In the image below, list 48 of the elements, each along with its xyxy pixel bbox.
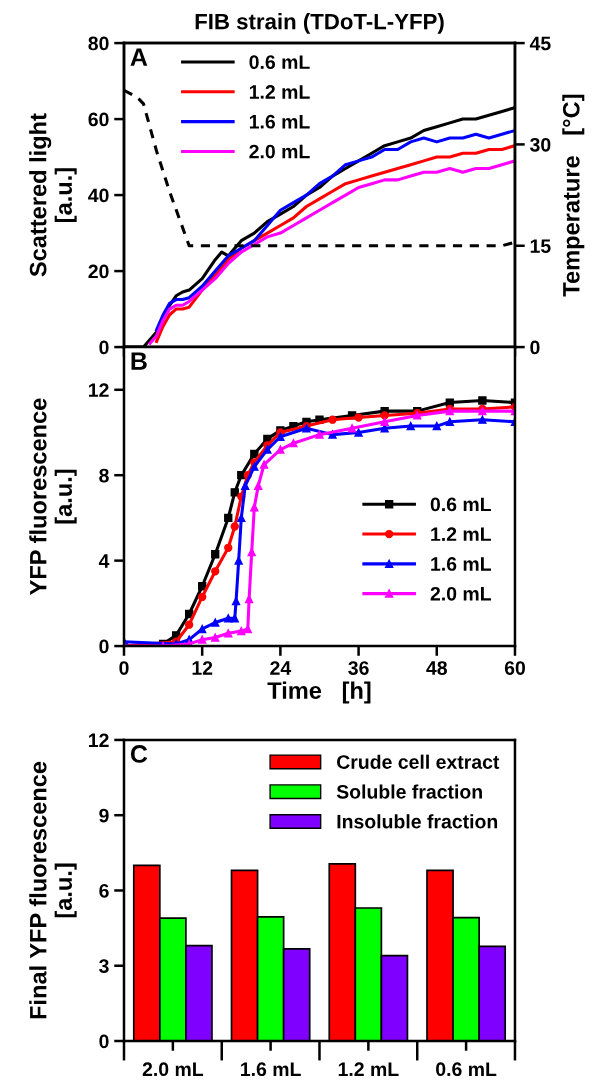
y-axis-title: YFP fluorescence [a.u.] xyxy=(29,398,77,596)
y2-tick-label: 30 xyxy=(530,137,551,152)
y-tick-label: 40 xyxy=(88,188,109,203)
x-tick-label: 0.6 mL xyxy=(436,1062,497,1077)
y2-tick-label: 15 xyxy=(530,239,551,253)
x-tick-label: 24 xyxy=(270,661,292,675)
legend-label: 1.6 mL xyxy=(249,114,310,129)
legend-label: 1.2 mL xyxy=(249,85,310,99)
y-tick-label: 6 xyxy=(99,883,109,898)
y-tick-label: 12 xyxy=(89,733,109,747)
y-axis-title: Scattered light [a.u.] xyxy=(29,113,77,277)
x-tick-label: 2.0 mL xyxy=(142,1062,204,1077)
x-tick-label: 1.2 mL xyxy=(338,1062,399,1076)
legend-label: 0.6 mL xyxy=(430,497,491,512)
y2-axis-title: Temperature [°C] xyxy=(562,94,585,297)
y-tick-label: 0 xyxy=(99,1034,109,1049)
x-axis-title: Time [h] xyxy=(267,681,371,704)
x-tick-label: 1.6 mL xyxy=(241,1062,301,1077)
x-tick-label: 60 xyxy=(504,661,525,675)
y-tick-label: 3 xyxy=(99,959,109,973)
x-tick-label: 12 xyxy=(192,661,213,675)
legend-label: 2.0 mL xyxy=(249,144,310,159)
legend-label: 2.0 mL xyxy=(430,586,491,601)
legend-label: 0.6 mL xyxy=(249,55,310,70)
x-tick-label: 36 xyxy=(348,661,369,675)
y2-tick-label: 0 xyxy=(530,340,540,355)
legend-label: Soluble fraction xyxy=(336,784,482,799)
y-axis-title: Final YFP fluorescence [a.u.] xyxy=(29,761,77,1019)
legend-label: 1.6 mL xyxy=(431,557,491,571)
x-tick-label: 48 xyxy=(426,661,447,675)
annotation: B xyxy=(131,352,147,370)
legend-label: Insoluble fraction xyxy=(337,814,498,829)
annotation: C xyxy=(130,745,148,763)
y-tick-label: 80 xyxy=(88,36,109,51)
y2-tick-label: 45 xyxy=(529,36,551,51)
y-tick-label: 60 xyxy=(88,112,109,127)
y-tick-label: 9 xyxy=(99,808,109,823)
annotation: A xyxy=(130,48,148,66)
y-tick-label: 8 xyxy=(99,468,109,483)
chart-title: FIB strain (TDoT-L-YFP) xyxy=(195,13,444,34)
y-tick-label: 12 xyxy=(89,383,109,397)
legend-label: 1.2 mL xyxy=(431,527,491,541)
y-tick-label: 0 xyxy=(99,639,109,654)
y-tick-label: 4 xyxy=(98,554,110,568)
y-tick-label: 20 xyxy=(88,264,109,279)
legend-label: Crude cell extract xyxy=(337,754,500,769)
y-tick-label: 0 xyxy=(99,340,109,355)
x-tick-label: 0 xyxy=(119,661,129,675)
